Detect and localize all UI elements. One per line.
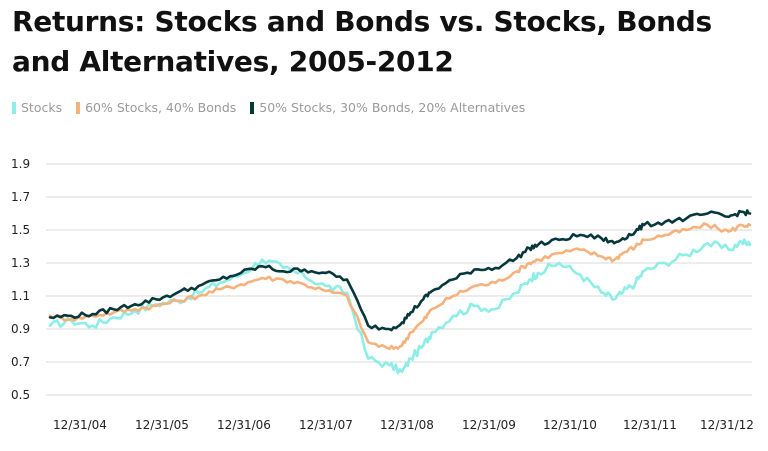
y-tick-label: 1.1 xyxy=(11,289,30,303)
x-tick-label: 12/31/07 xyxy=(299,418,353,432)
x-tick-label: 12/31/12 xyxy=(700,418,754,432)
legend-swatch-stocks xyxy=(12,101,16,114)
x-tick-label: 12/31/11 xyxy=(623,418,677,432)
legend-item-50-30-20: 50% Stocks, 30% Bonds, 20% Alternatives xyxy=(250,100,525,115)
y-tick-label: 1.3 xyxy=(11,256,30,270)
x-tick-label: 12/31/05 xyxy=(135,418,189,432)
y-tick-label: 0.9 xyxy=(11,322,30,336)
x-tick-label: 12/31/10 xyxy=(543,418,597,432)
series-line-2 xyxy=(48,209,752,332)
x-tick-label: 12/31/04 xyxy=(53,418,107,432)
legend-swatch-60-40 xyxy=(76,101,81,114)
y-tick-label: 1.7 xyxy=(11,190,30,204)
legend-item-stocks: Stocks xyxy=(12,100,62,115)
chart-title: Returns: Stocks and Bonds vs. Stocks, Bo… xyxy=(12,5,712,78)
x-tick-label: 12/31/09 xyxy=(462,418,516,432)
legend-item-60-40: 60% Stocks, 40% Bonds xyxy=(76,100,236,115)
series-line-1 xyxy=(48,222,752,351)
y-tick-label: 0.5 xyxy=(11,388,30,402)
legend-swatch-50-30-20 xyxy=(250,101,255,114)
legend-label-60-40: 60% Stocks, 40% Bonds xyxy=(85,100,237,115)
y-tick-label: 0.7 xyxy=(11,355,30,369)
legend-label-stocks: Stocks xyxy=(21,100,63,115)
chart-legend: Stocks 60% Stocks, 40% Bonds 50% Stocks,… xyxy=(12,100,525,115)
y-tick-label: 1.5 xyxy=(11,223,30,237)
legend-label-50-30-20: 50% Stocks, 30% Bonds, 20% Alternatives xyxy=(259,100,526,115)
x-tick-label: 12/31/08 xyxy=(380,418,434,432)
y-tick-label: 1.9 xyxy=(11,157,30,171)
x-tick-label: 12/31/06 xyxy=(217,418,271,432)
